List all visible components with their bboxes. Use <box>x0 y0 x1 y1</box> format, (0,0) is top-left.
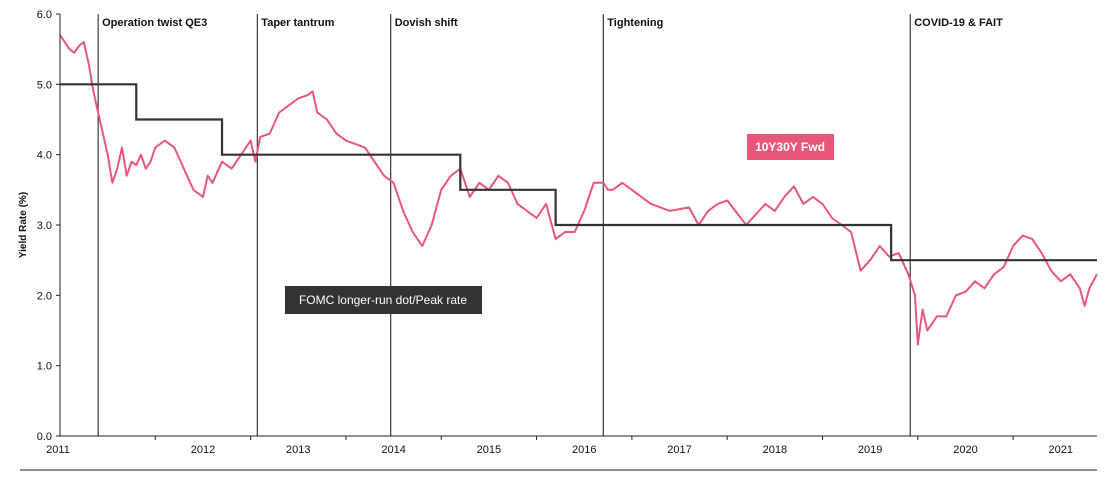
series-label-fomc: FOMC longer-run dot/Peak rate <box>285 286 482 314</box>
y-tick-label: 1.0 <box>37 361 52 373</box>
x-tick-label: 2018 <box>763 444 787 456</box>
x-tick-label: 2021 <box>1049 444 1073 456</box>
y-axis-title: Yield Rate (%) <box>18 192 29 258</box>
era-label: Dovish shift <box>395 17 458 29</box>
y-tick-label: 2.0 <box>37 290 52 302</box>
series-label-text: 10Y30Y Fwd <box>755 140 825 154</box>
y-tick-label: 4.0 <box>37 150 52 162</box>
x-tick-label: 2019 <box>858 444 882 456</box>
series-label-10y30y: 10Y30Y Fwd <box>747 134 834 160</box>
y-tick-label: 0.0 <box>37 431 52 443</box>
era-label: COVID-19 & FAIT <box>914 17 1003 29</box>
x-tick-label: 2015 <box>477 444 501 456</box>
era-label: Taper tantrum <box>261 17 334 29</box>
era-label: Tightening <box>607 17 663 29</box>
yield-series-line <box>59 34 1098 346</box>
series-label-box <box>747 134 834 160</box>
y-tick-label: 5.0 <box>37 79 52 91</box>
x-tick-label: 2017 <box>667 444 691 456</box>
y-tick-label: 3.0 <box>37 220 52 232</box>
x-tick-label: 2016 <box>572 444 596 456</box>
x-tick-label: 2012 <box>191 444 215 456</box>
era-label: Operation twist QE3 <box>102 17 207 29</box>
series-label-box <box>285 286 482 314</box>
x-tick-label: 2013 <box>286 444 310 456</box>
x-tick-label: 2011 <box>46 444 70 456</box>
fomc-step-line <box>60 83 1097 262</box>
y-tick-label: 6.0 <box>37 9 52 21</box>
x-tick-label: 2020 <box>953 444 977 456</box>
x-tick-label: 2014 <box>381 444 405 456</box>
series-label-text: FOMC longer-run dot/Peak rate <box>299 293 467 307</box>
